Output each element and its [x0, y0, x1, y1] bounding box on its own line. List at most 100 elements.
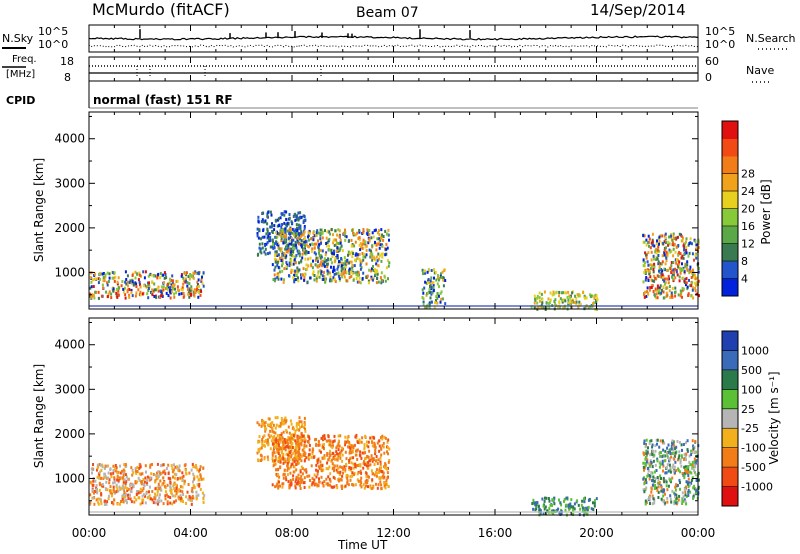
heatmap-cell [275, 438, 278, 442]
heatmap-cell [690, 294, 693, 298]
heatmap-cell [366, 474, 369, 478]
heatmap-cell [672, 232, 675, 236]
heatmap-cell [548, 507, 551, 511]
heatmap-cell [133, 496, 136, 500]
heatmap-cell [182, 279, 185, 283]
heatmap-cell [372, 265, 374, 268]
heatmap-cell [341, 487, 343, 490]
heatmap-cell [642, 465, 645, 469]
heatmap-cell [388, 459, 391, 462]
heatmap-cell [676, 273, 679, 277]
heatmap-cell [148, 478, 151, 482]
heatmap-cell [348, 461, 351, 464]
heatmap-cell [291, 231, 294, 235]
heatmap-cell [351, 471, 354, 475]
heatmap-cell [328, 483, 331, 487]
heatmap-cell [175, 483, 178, 487]
heatmap-cell [141, 498, 144, 502]
heatmap-cell [134, 467, 137, 470]
heatmap-cell [660, 489, 663, 493]
heatmap-cell [171, 467, 174, 471]
heatmap-cell [644, 261, 646, 265]
heatmap-cell [651, 279, 654, 283]
heatmap-cell [346, 476, 349, 480]
heatmap-cell [593, 297, 596, 300]
heatmap-cell [680, 234, 683, 238]
heatmap-cell [595, 497, 598, 501]
heatmap-cell [569, 295, 572, 299]
heatmap-cell [358, 230, 361, 234]
heatmap-cell [325, 482, 328, 486]
heatmap-cell [297, 473, 300, 477]
heatmap-cell [159, 493, 161, 497]
heatmap-cell [672, 261, 675, 264]
heatmap-cell [261, 246, 264, 250]
heatmap-cell [170, 278, 173, 282]
heatmap-cell [665, 240, 668, 244]
heatmap-cell [290, 453, 293, 457]
heatmap-cell [320, 436, 323, 440]
heatmap-cell [675, 469, 678, 473]
heatmap-cell [373, 257, 376, 260]
heatmap-cell [564, 291, 567, 295]
heatmap-cell [280, 225, 283, 229]
heatmap-cell [375, 474, 378, 478]
heatmap-cell [300, 443, 303, 447]
heatmap-cell [276, 230, 278, 234]
heatmap-cell [105, 290, 108, 294]
heatmap-cell [190, 292, 192, 296]
heatmap-cell [283, 253, 286, 257]
heatmap-cell [351, 228, 354, 232]
heatmap-cell [140, 482, 143, 486]
heatmap-cell [359, 464, 362, 468]
heatmap-cell [539, 305, 542, 309]
heatmap-cell [95, 488, 98, 492]
heatmap-cell [592, 302, 594, 306]
heatmap-cell [338, 278, 341, 282]
heatmap-cell [303, 215, 306, 219]
heatmap-cell [280, 432, 283, 436]
heatmap-cell [307, 264, 310, 268]
heatmap-cell [673, 500, 676, 504]
heatmap-cell [316, 461, 319, 465]
heatmap-cell [286, 243, 289, 247]
heatmap-cell [665, 259, 668, 262]
heatmap-cell [286, 473, 289, 477]
heatmap-cell [690, 471, 693, 475]
heatmap-cell [567, 301, 570, 305]
heatmap-cell [270, 434, 273, 438]
heatmap-cell [326, 461, 329, 465]
heatmap-cell [554, 291, 557, 295]
heatmap-cell [381, 255, 384, 259]
heatmap-cell [679, 470, 682, 474]
heatmap-cell [376, 441, 379, 445]
heatmap-cell [675, 501, 677, 505]
heatmap-cell [670, 444, 673, 448]
heatmap-cell [645, 449, 648, 453]
heatmap-cell [675, 236, 678, 240]
heatmap-cell [189, 496, 192, 500]
heatmap-cell [175, 291, 178, 295]
heatmap-cell [90, 295, 93, 299]
heatmap-cell [284, 247, 287, 251]
heatmap-cell [103, 467, 106, 470]
heatmap-cell [180, 287, 183, 291]
heatmap-cell [654, 449, 657, 453]
heatmap-cell [139, 472, 142, 476]
heatmap-cell [275, 442, 278, 446]
heatmap-cell [374, 240, 376, 244]
heatmap-cell [288, 264, 291, 268]
heatmap-cell [654, 484, 657, 487]
heatmap-cell [662, 242, 665, 245]
heatmap-cell [434, 270, 437, 274]
heatmap-cell [152, 472, 155, 476]
heatmap-cell [94, 277, 97, 281]
heatmap-cell [157, 272, 160, 276]
heatmap-cell [278, 270, 281, 274]
heatmap-cell [660, 497, 663, 501]
heatmap-cell [695, 479, 698, 482]
heatmap-cell [645, 256, 648, 260]
heatmap-cell [333, 277, 336, 281]
heatmap-cell [199, 488, 202, 491]
heatmap-cell [316, 257, 319, 260]
